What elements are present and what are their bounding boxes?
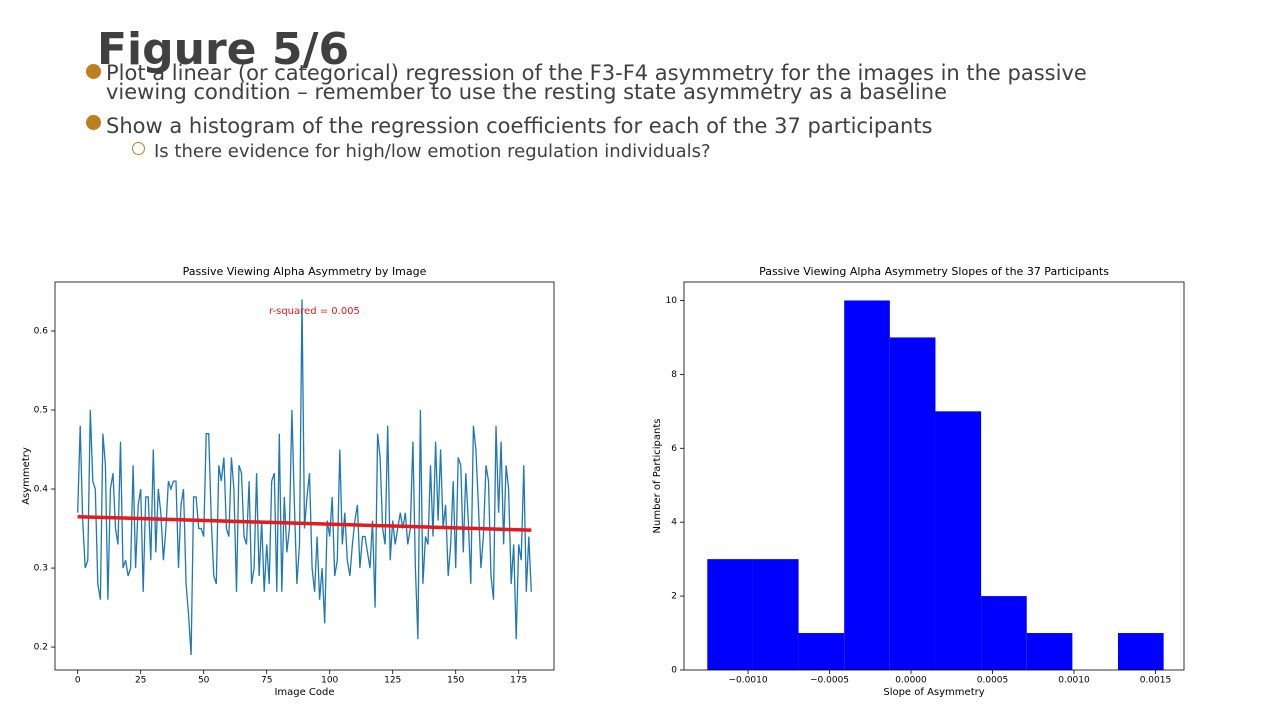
bullet-dot <box>86 64 101 79</box>
regression-line <box>77 514 532 532</box>
y-tick-label: 0.4 <box>34 485 49 495</box>
plot-frame <box>54 281 555 671</box>
x-tick-label: 0.0000 <box>895 676 927 686</box>
y-tick-label: 4 <box>671 518 677 528</box>
histogram-bar <box>1117 633 1164 670</box>
chart-title: Passive Viewing Alpha Asymmetry Slopes o… <box>759 265 1109 278</box>
y-tick-label: 0.6 <box>34 326 49 336</box>
bullet-text: Show a histogram of the regression coeff… <box>106 114 933 138</box>
y-tick-label: 0 <box>671 666 677 676</box>
bullet-dot <box>86 115 101 130</box>
histogram-bar <box>752 559 799 670</box>
y-tick-label: 8 <box>671 370 677 380</box>
y-tick-label: 0.3 <box>34 564 48 574</box>
x-tick-label: 0.0005 <box>977 676 1009 686</box>
y-axis-label: Number of Participants <box>652 419 663 534</box>
sub-bullet-ring <box>132 142 145 155</box>
sub-bullet-text: Is there evidence for high/low emotion r… <box>154 141 711 162</box>
histogram-bar <box>798 633 845 670</box>
y-tick-label: 2 <box>671 592 677 602</box>
x-tick-label: 150 <box>447 676 464 686</box>
histogram-bar <box>935 411 982 670</box>
histogram-bar <box>889 337 936 670</box>
x-tick-label: −0.0010 <box>729 676 768 686</box>
histogram-bar <box>844 300 890 670</box>
y-tick-label: 0.2 <box>34 643 48 653</box>
y-tick-label: 10 <box>666 296 678 306</box>
y-tick-label: 6 <box>671 444 677 454</box>
x-tick-label: 125 <box>384 676 401 686</box>
x-tick-label: 0 <box>75 676 81 686</box>
x-axis-label: Image Code <box>274 687 334 698</box>
x-tick-label: 0.0010 <box>1058 676 1090 686</box>
x-tick-label: 100 <box>321 676 338 686</box>
plot-frame <box>683 281 1185 671</box>
bullet-text: Plot a linear (or categorical) regressio… <box>106 61 1087 104</box>
data-line <box>77 299 532 656</box>
x-tick-label: 50 <box>198 676 210 686</box>
slide-title: Figure 5/6 <box>97 24 350 75</box>
x-tick-label: 175 <box>510 676 527 686</box>
x-tick-label: −0.0005 <box>810 676 849 686</box>
y-axis-label: Asymmetry <box>21 447 32 505</box>
y-tick-label: 0.5 <box>34 406 48 416</box>
x-tick-label: 0.0015 <box>1140 676 1172 686</box>
histogram-bar <box>707 559 753 670</box>
chart-title: Passive Viewing Alpha Asymmetry by Image <box>183 265 427 278</box>
histogram-bar <box>981 596 1027 670</box>
x-tick-label: 75 <box>261 676 272 686</box>
histogram-bar <box>1026 633 1073 670</box>
annotation: r-squared = 0.005 <box>269 306 360 317</box>
x-axis-label: Slope of Asymmetry <box>883 687 984 698</box>
x-tick-label: 25 <box>135 676 146 686</box>
